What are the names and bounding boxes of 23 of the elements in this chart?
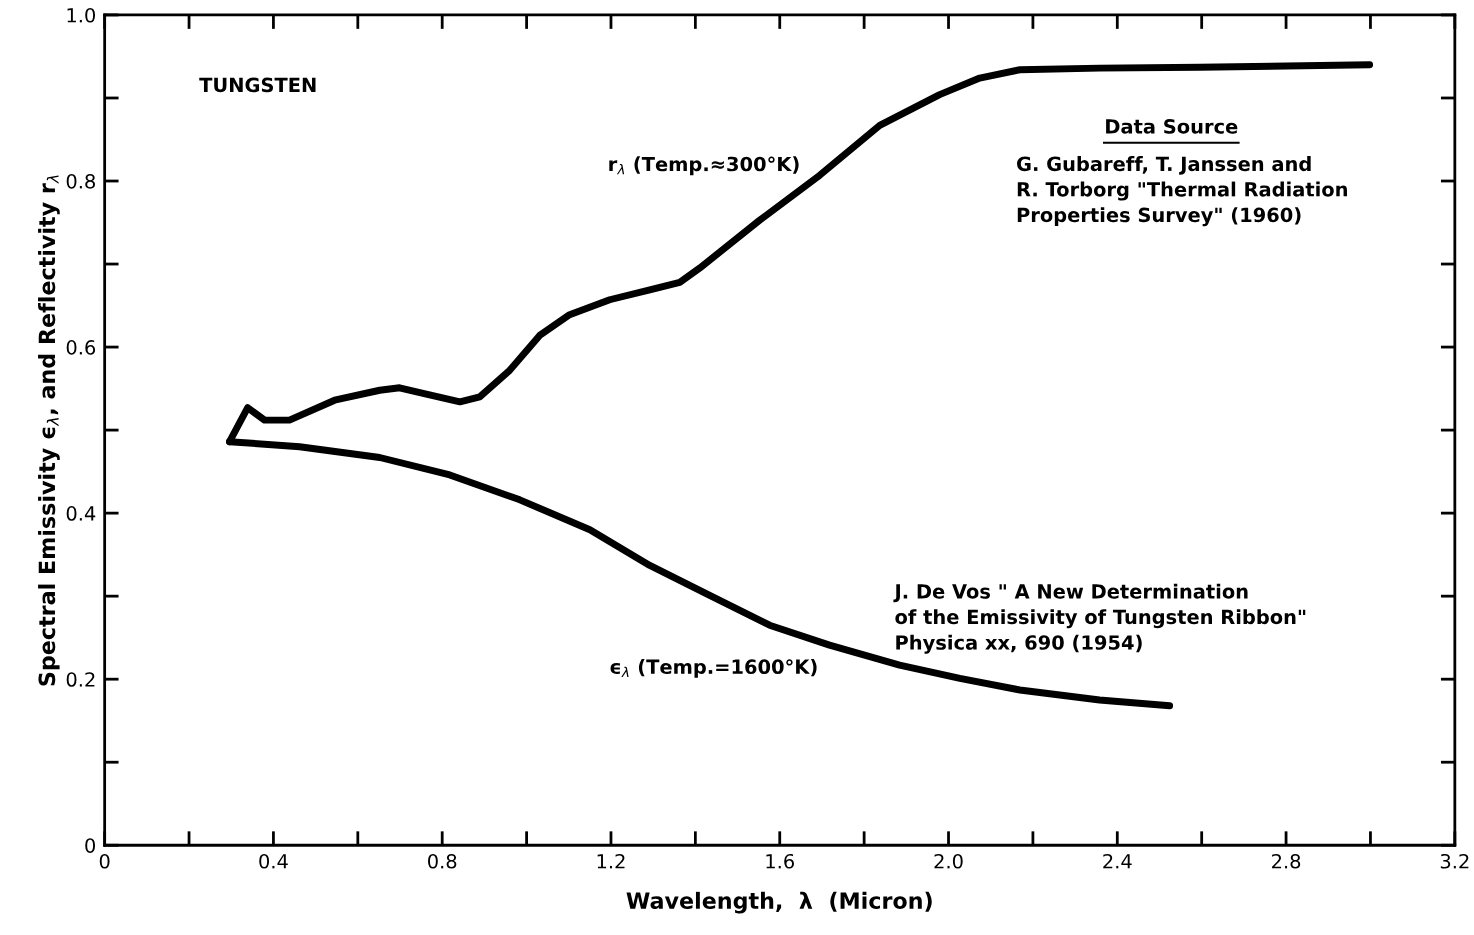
x-tick-label: 0 xyxy=(99,853,110,869)
x-tick-label: 1.2 xyxy=(597,853,625,869)
x-tick-label: 2.4 xyxy=(1103,853,1132,869)
series-label: ϵ$_{λ}$ (Temp.=1600°K) xyxy=(610,659,817,678)
y-tick-label: 1.0 xyxy=(67,7,96,23)
annotation: J. De Vos " A New Determination of the Emissivity of Tungsten Ribbon" Physica xx, 690 (1954) xyxy=(893,583,1306,654)
series-label: r$_{λ}$ (Temp.≈300°K) xyxy=(609,156,799,176)
annotation: Data Source xyxy=(1106,119,1238,134)
y-tick-label: 0.2 xyxy=(66,672,95,687)
x-tick-label: 2.0 xyxy=(934,853,963,869)
x-tick-label: 0.8 xyxy=(428,853,457,869)
y-tick-label: 0.4 xyxy=(66,506,96,521)
x-axis-title: Wavelength, λ (Micron) xyxy=(626,891,932,914)
y-tick-label: 0.6 xyxy=(66,340,96,355)
annotation: G. Gubareff, T. Janssen and R. Torborg "Thermal Radiation Properties Survey" (1960) xyxy=(1017,156,1347,227)
y-tick-label: 0 xyxy=(85,838,96,853)
x-tick-label: 3.2 xyxy=(1440,853,1469,869)
y-tick-label: 0.8 xyxy=(66,173,95,189)
annotation: TUNGSTEN xyxy=(199,77,316,93)
y-axis-title: Spectral Emissivity ϵ$_{λ}$, and Reflectivity r$_{λ}$ xyxy=(38,175,60,686)
x-tick-label: 2.8 xyxy=(1272,853,1301,869)
x-tick-label: 1.6 xyxy=(766,853,794,869)
x-tick-label: 0.4 xyxy=(259,853,288,869)
